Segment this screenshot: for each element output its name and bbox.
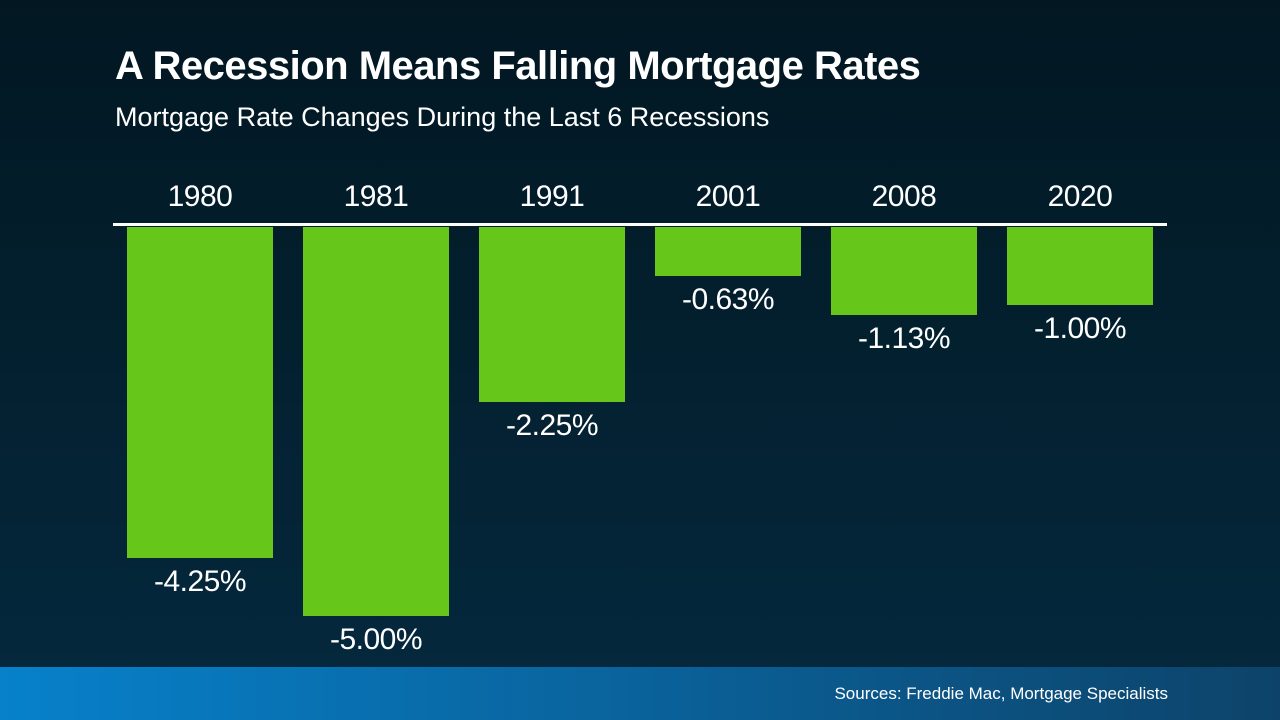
slide-header: A Recession Means Falling Mortgage Rates… [115,44,921,133]
slide-subtitle: Mortgage Rate Changes During the Last 6 … [115,102,770,132]
year-label-1991: 1991 [519,180,585,213]
bar-column-2001: -0.63% [655,227,801,317]
bar-column-1980: -4.25% [127,227,273,599]
year-label-1981: 1981 [343,180,409,213]
sources-note: Sources: Freddie Mac, Mortgage Specialis… [834,683,1168,703]
bar-value-label-1980: -4.25% [153,565,247,598]
bar-column-2020: -1.00% [1007,227,1153,346]
bar-value-label-2020: -1.00% [1033,312,1127,345]
year-label-2020: 2020 [1047,180,1113,213]
year-label-1980: 1980 [167,180,233,213]
bar-2008 [831,227,977,315]
bar-1991 [479,227,625,402]
bar-value-label-2008: -1.13% [857,322,951,355]
year-label-2008: 2008 [871,180,937,213]
bars-area: -4.25% -5.00% -2.25% -0.63% -1.13% -1.00% [113,227,1167,657]
bar-column-2008: -1.13% [831,227,977,356]
chart-baseline [113,223,1167,226]
bar-2001 [655,227,801,276]
bar-2020 [1007,227,1153,305]
slide-title: A Recession Means Falling Mortgage Rates [115,44,921,88]
bar-column-1991: -2.25% [479,227,625,443]
mortgage-rate-bar-chart: 1980 1981 1991 2001 2008 2020 -4.25% -5.00% -2.… [113,180,1167,657]
year-label-2001: 2001 [695,180,761,213]
bar-value-label-1981: -5.00% [329,623,423,656]
bar-column-1981: -5.00% [303,227,449,657]
footer-bar: Sources: Freddie Mac, Mortgage Specialis… [0,667,1280,720]
bar-value-label-2001: -0.63% [681,283,775,316]
bar-1981 [303,227,449,616]
bar-value-label-1991: -2.25% [505,409,599,442]
bar-1980 [127,227,273,558]
year-axis: 1980 1981 1991 2001 2008 2020 [113,180,1167,223]
